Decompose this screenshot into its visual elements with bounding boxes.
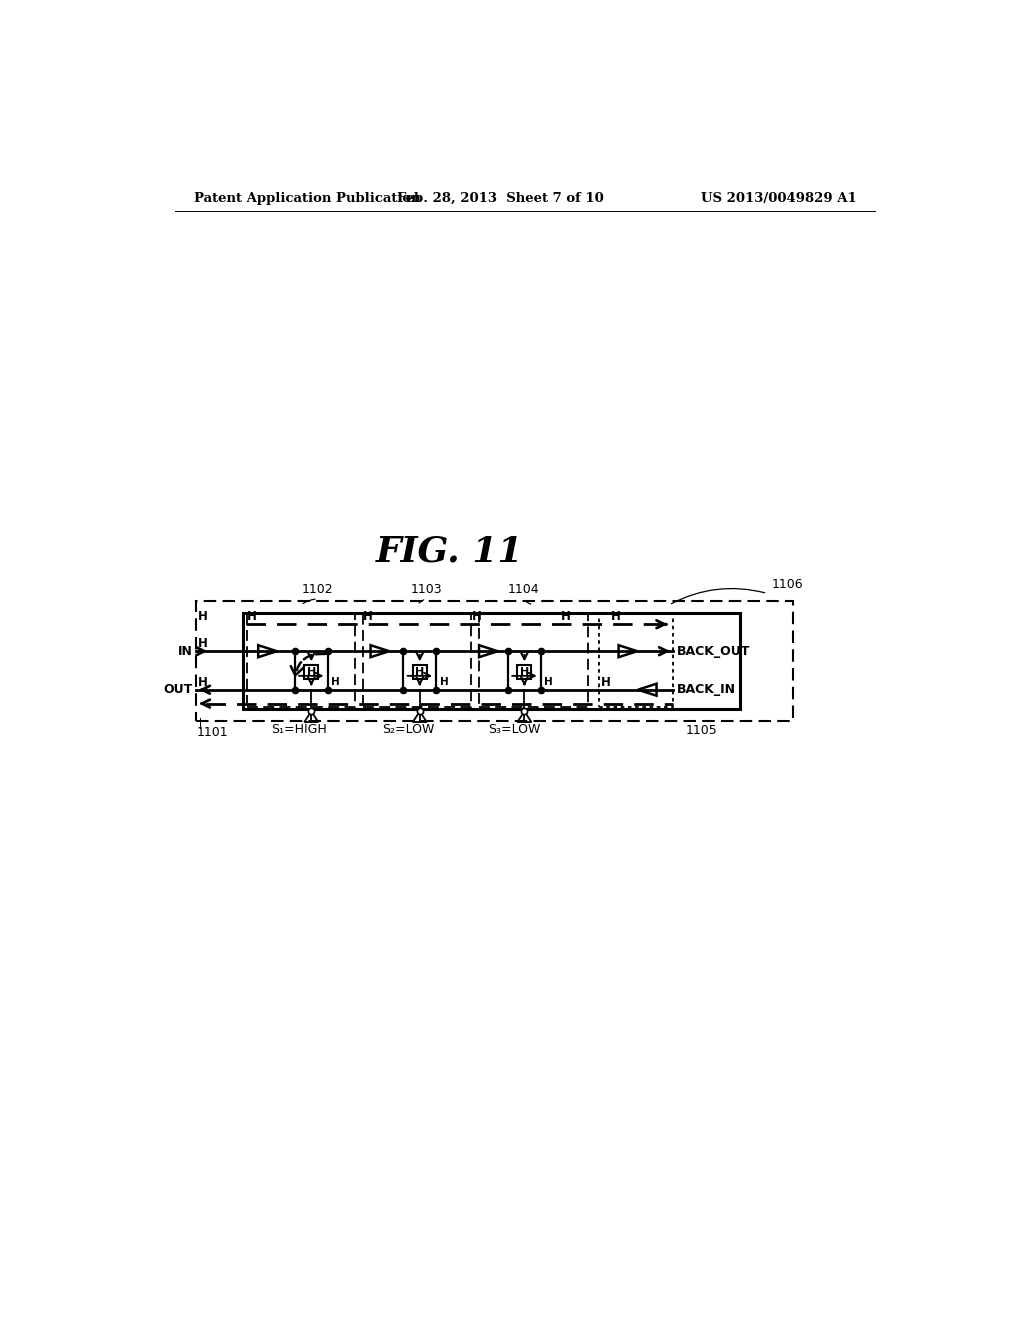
Text: OUT: OUT [164, 684, 194, 696]
Text: H: H [198, 676, 207, 689]
Text: 1106: 1106 [771, 578, 803, 591]
Bar [599, 614, 673, 706]
Text: Feb. 28, 2013  Sheet 7 of 10: Feb. 28, 2013 Sheet 7 of 10 [396, 191, 603, 205]
Text: H: H [472, 610, 481, 623]
Text: 1104: 1104 [508, 583, 539, 597]
Text: H: H [306, 667, 316, 677]
Text: H: H [247, 610, 257, 623]
Text: H: H [600, 676, 610, 689]
Text: 1101: 1101 [197, 726, 227, 739]
Text: S₃=LOW: S₃=LOW [487, 723, 540, 737]
Text: Patent Application Publication: Patent Application Publication [194, 191, 421, 205]
Text: H: H [544, 677, 553, 686]
Text: H: H [611, 610, 622, 623]
Text: H: H [198, 610, 207, 623]
Text: IN: IN [178, 644, 194, 657]
Text: 1105: 1105 [686, 723, 718, 737]
Text: S₁=HIGH: S₁=HIGH [270, 723, 327, 737]
Text: 1102: 1102 [302, 583, 334, 597]
Bar [479, 614, 588, 706]
Text: H: H [415, 667, 424, 677]
Text: H: H [364, 610, 373, 623]
Text: H: H [561, 610, 570, 623]
Bar [243, 612, 740, 709]
Bar [362, 614, 471, 706]
Text: H: H [331, 677, 340, 686]
Bar [413, 665, 427, 678]
Bar [197, 601, 793, 721]
Text: H: H [520, 667, 529, 677]
Text: FIG. 11: FIG. 11 [376, 535, 523, 568]
Text: US 2013/0049829 A1: US 2013/0049829 A1 [700, 191, 856, 205]
Text: 1103: 1103 [411, 583, 442, 597]
Text: S₂=LOW: S₂=LOW [382, 723, 435, 737]
Text: H: H [198, 638, 207, 649]
Text: BACK_IN: BACK_IN [677, 684, 735, 696]
Bar [247, 614, 355, 706]
Text: BACK_OUT: BACK_OUT [677, 644, 750, 657]
Text: H: H [439, 677, 449, 686]
FancyArrowPatch shape [290, 653, 326, 676]
Bar [517, 665, 531, 678]
Bar [304, 665, 318, 678]
